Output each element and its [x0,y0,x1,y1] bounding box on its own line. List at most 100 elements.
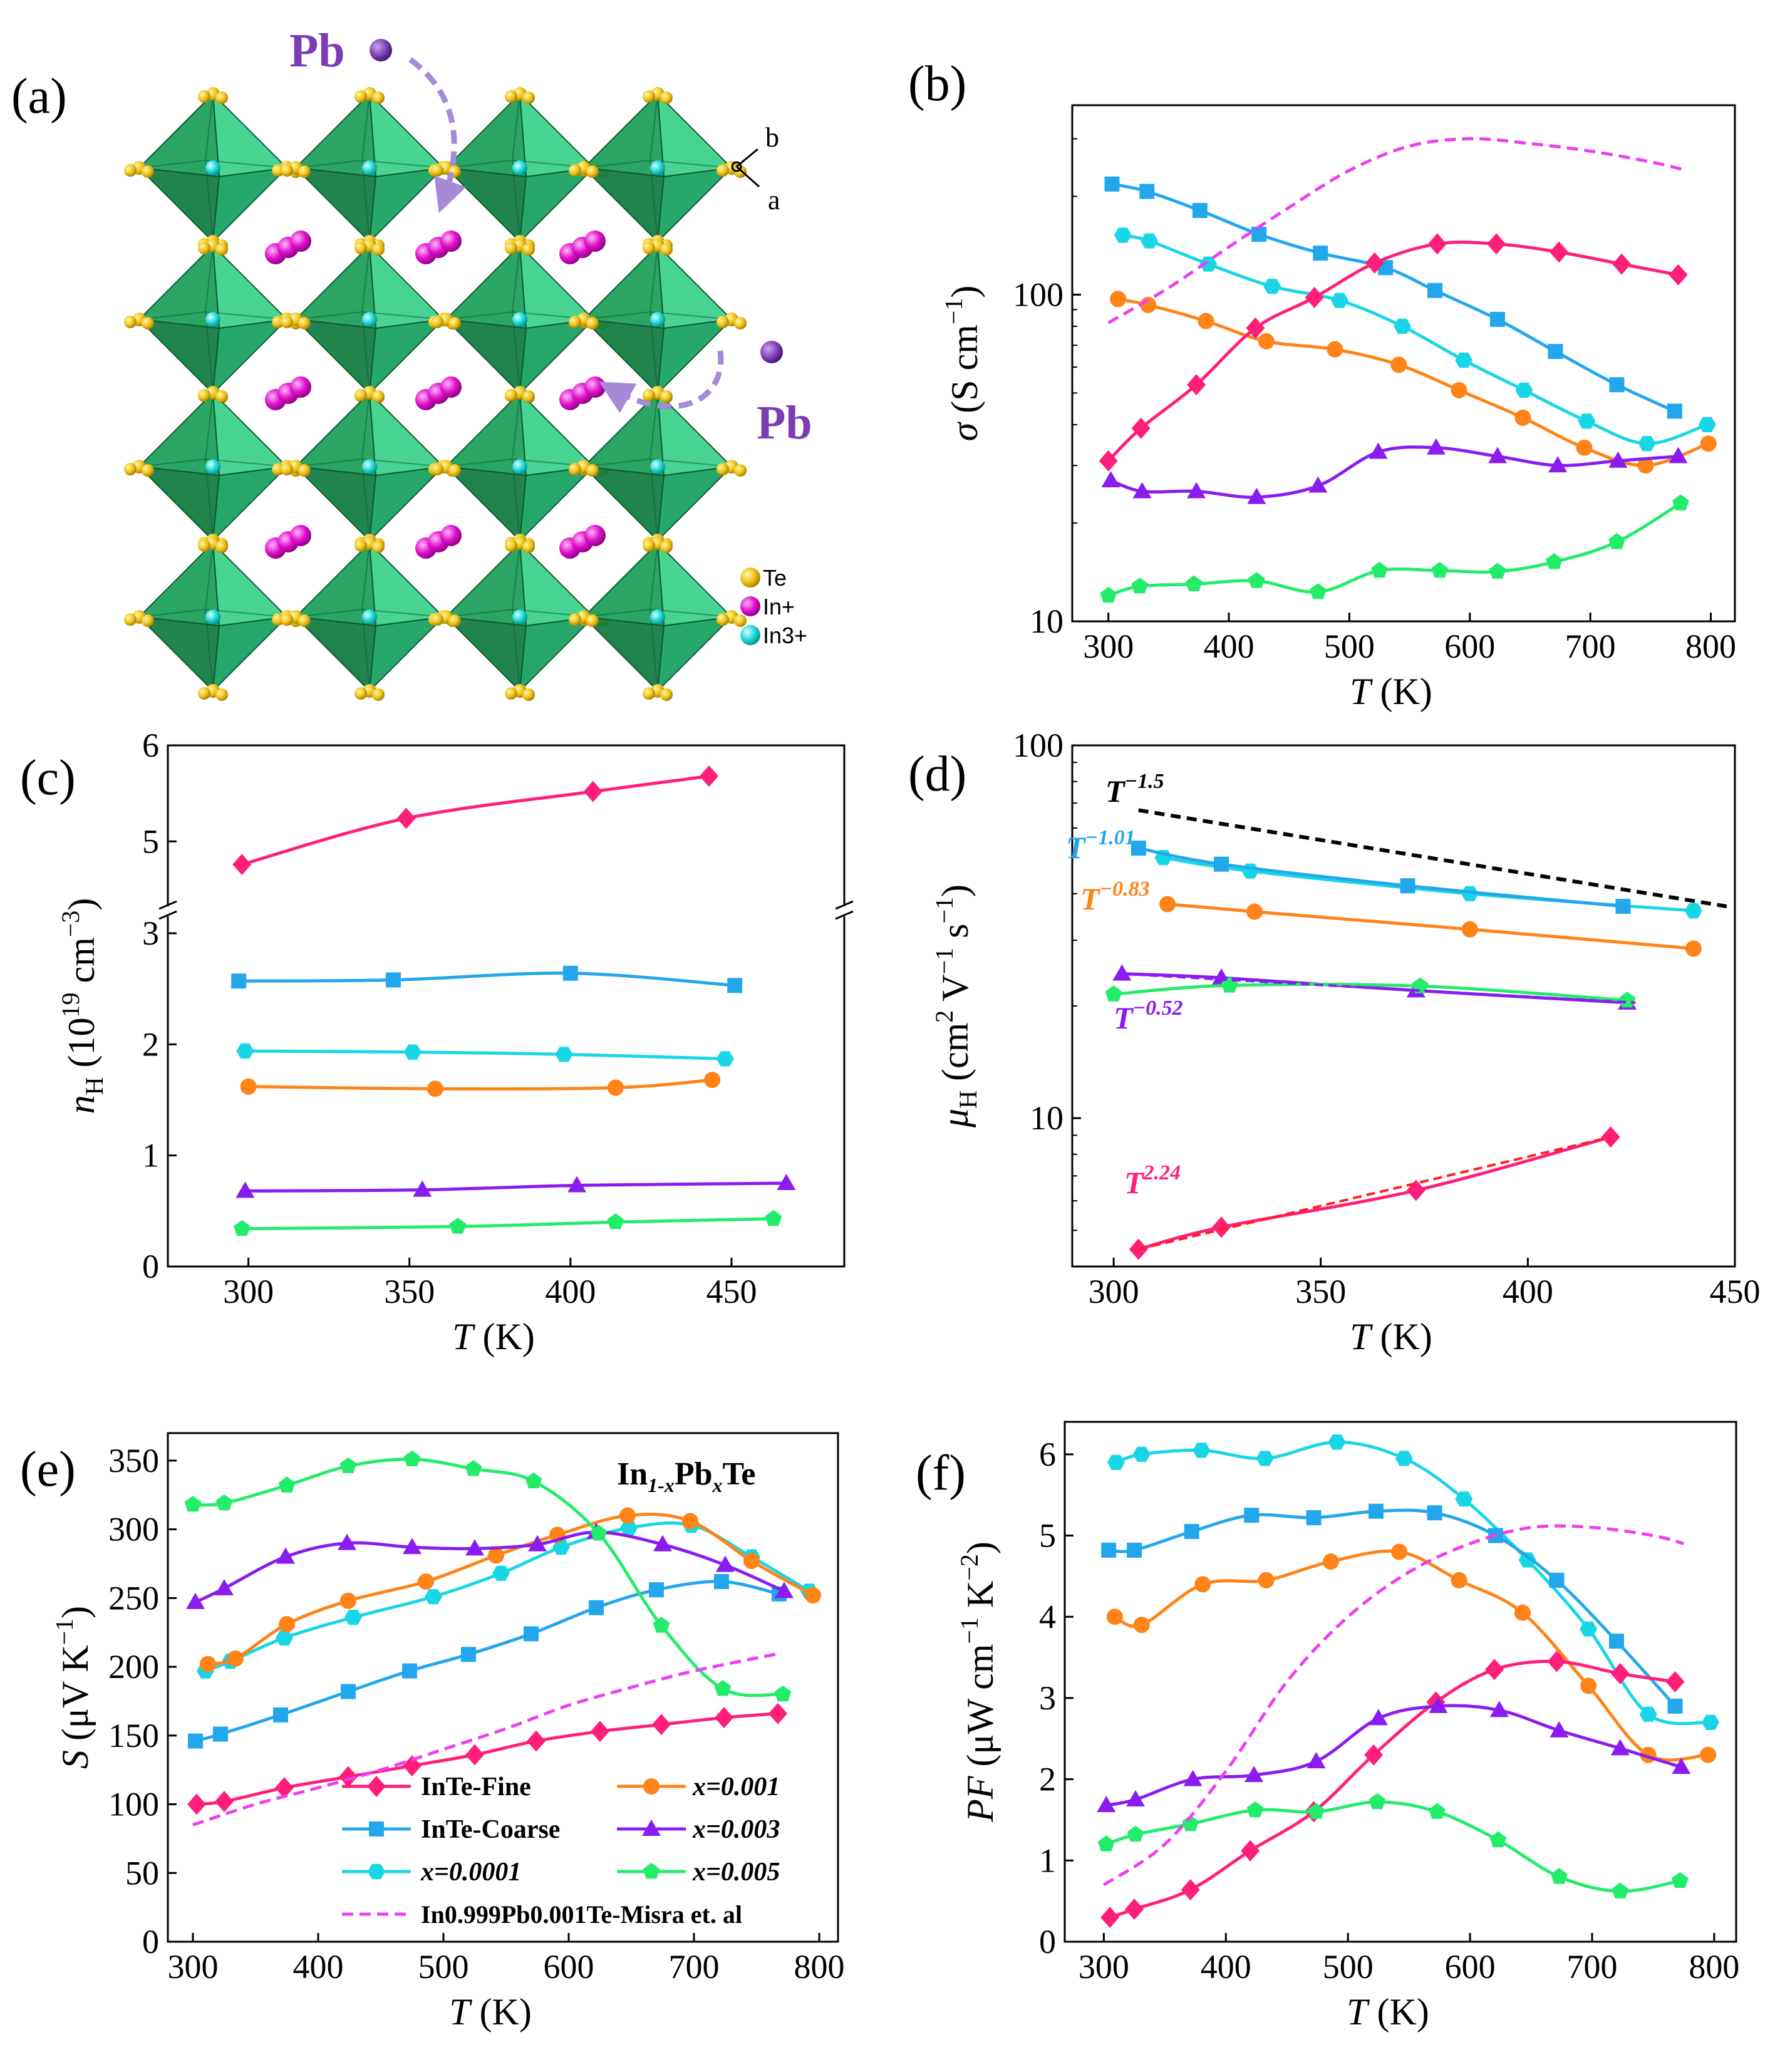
data-point-x001 [1637,457,1654,474]
series-line-x005 [1113,983,1628,1002]
data-point-x005 [1672,1872,1689,1888]
data-point-fine [1187,374,1206,396]
series-line-x005 [242,1217,773,1231]
data-point-x0001 [1518,1552,1536,1568]
data-point-x001 [1576,439,1593,456]
data-point-x0001 [1580,1621,1598,1637]
te-atom [717,463,729,475]
data-point-x003 [276,1547,295,1564]
data-point-coarse [1368,1503,1384,1519]
series-line-fine [241,774,710,866]
data-point-x005 [1308,1803,1325,1819]
axis-break-mark [835,910,854,920]
data-point-x005 [1098,1835,1115,1852]
y-tick-label: 5 [1039,1517,1056,1555]
data-point-x005 [714,1680,732,1696]
te-atom [660,91,673,104]
data-point-fine [1305,286,1324,308]
te-atom [372,688,385,701]
data-point-x001 [1106,1608,1123,1625]
annot-t-0.83: T−0.83 [1080,878,1150,916]
axis-break-mark [158,910,177,920]
legend-te: Te [763,565,787,591]
legend-misra: In0.999Pb0.001Te-Misra et. al [421,1900,742,1929]
te-atom [569,316,581,328]
data-point-x001 [340,1592,356,1609]
data-point-x001 [1246,903,1263,920]
legend-x-0.0001: x=0.0001 [420,1858,521,1887]
plot-frame [167,744,846,1268]
data-point-x001 [1194,1576,1211,1593]
data-point-x005 [1608,533,1625,549]
data-point-x0001 [620,1520,638,1536]
data-point-fine [1427,233,1447,255]
data-point-x001 [1133,1617,1150,1634]
data-point-x001 [1327,341,1343,358]
y-tick-label: 250 [108,1579,159,1617]
tei-octahedron [431,87,609,252]
y-tick-label: 4 [1039,1598,1056,1635]
series-x005 [1100,494,1689,603]
te-atom [124,316,137,328]
data-point-x005 [1127,1825,1144,1842]
te-atom [660,243,673,256]
data-point-x001 [743,1553,760,1570]
data-point-x001 [619,1507,636,1524]
series-line-x001 [248,1078,713,1090]
data-point-x0001 [1141,233,1159,249]
data-point-x003 [1308,476,1328,493]
x-tick-label: 450 [1710,1273,1761,1310]
octahedron-edge [649,160,658,242]
octahedron-edge [361,245,370,313]
te-atom [522,390,535,403]
octahedron-edge [361,93,370,161]
legend-in3-plus-sphere [740,625,760,645]
data-point-fine [768,1702,787,1724]
data-point-fine [215,1791,234,1813]
data-point-x001 [427,1080,443,1097]
data-point-coarse [1490,311,1506,327]
octahedron-edge [205,542,214,610]
x-tick-label: 800 [794,1948,845,1986]
data-point-x001 [704,1072,721,1089]
data-point-x0001 [344,1610,362,1625]
data-point-coarse [1609,377,1625,393]
data-point-x001 [488,1547,504,1564]
annot-t-1.5-exp: −1.5 [1125,770,1164,793]
y-tick-label: 2 [1039,1761,1056,1798]
te-atom [124,613,137,626]
te-atom [372,91,385,104]
series-line-x003 [1105,1704,1682,1807]
in3-atom [512,160,527,175]
te-atom [569,164,581,177]
data-point-x005 [403,1450,421,1466]
legend-inte-fine: InTe-Fine [421,1773,531,1801]
data-point-x001 [607,1079,624,1096]
data-point-x005 [1672,494,1689,510]
in3-atom [205,312,220,327]
data-point-fine [1125,1898,1144,1920]
x-tick-label: 400 [1503,1273,1553,1310]
in-plus-atom [440,525,462,546]
data-point-coarse [1101,1542,1117,1558]
x-tick-label: 300 [1089,1273,1139,1310]
series-fine [232,765,718,876]
tei-octahedron [281,239,458,403]
te-atom [298,317,311,329]
te-atom [522,91,535,104]
annot-t-1.5: T−1.5 [1105,770,1164,809]
data-point-x001 [1159,896,1176,913]
data-point-x0001 [1702,1714,1720,1730]
data-point-x003 [1368,1709,1388,1726]
data-point-x001 [1110,291,1127,308]
data-point-x0001 [1256,1451,1274,1466]
te-atom [298,614,311,627]
octahedron-edge [205,160,214,242]
in3-atom [205,160,220,175]
in-plus-atom [290,525,311,546]
x-tick-label: 300 [223,1273,274,1310]
te-atom [734,165,747,178]
octahedron-edge [512,245,520,313]
x-tick-label: 600 [544,1948,594,1986]
te-atom [643,539,655,552]
